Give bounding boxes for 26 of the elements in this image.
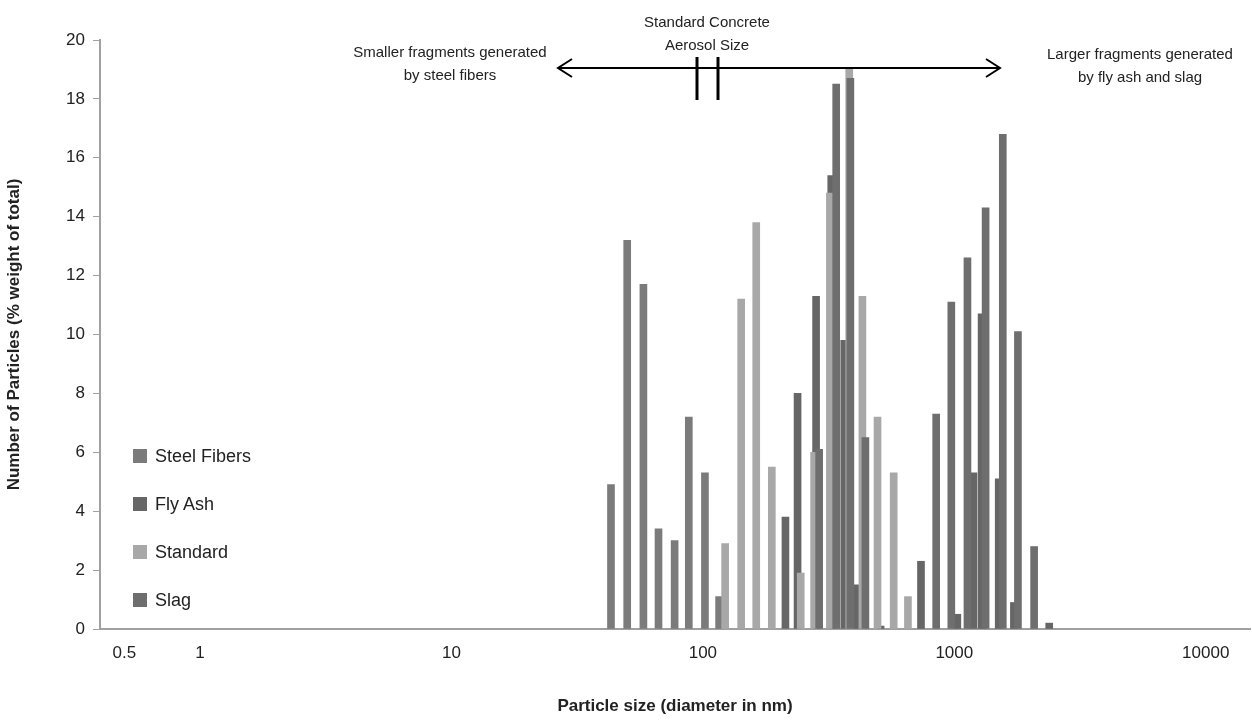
y-tick-label: 2 — [75, 559, 85, 579]
y-tick-label: 0 — [75, 618, 85, 638]
legend-label: Standard — [155, 541, 229, 563]
legend-label: Fly Ash — [155, 493, 215, 515]
y-tick-label: 10 — [66, 324, 85, 344]
x-tick-label: 10 — [442, 642, 461, 662]
annotation: Smaller fragments generated by steel fibers — [352, 42, 548, 85]
y-tick-label: 4 — [75, 500, 85, 520]
x-tick-label: 1000 — [935, 642, 974, 662]
y-tick-label: 6 — [75, 441, 85, 461]
annotation: Larger fragments generated by fly ash and slag — [1046, 44, 1234, 87]
y-axis-title: Number of Particles (% weight of total) — [3, 178, 23, 491]
y-tick-label: 20 — [66, 29, 85, 49]
x-tick-label: 1 — [195, 642, 205, 662]
y-tick-label: 8 — [75, 383, 85, 403]
x-tick-label: 100 — [688, 642, 718, 662]
annotation: Standard Concrete Aerosol Size — [643, 12, 771, 55]
y-tick-label: 12 — [66, 265, 85, 285]
y-tick-label: 18 — [66, 88, 85, 108]
legend-label: Steel Fibers — [155, 445, 252, 467]
x-axis-title: Particle size (diameter in nm) — [557, 696, 793, 716]
y-tick-label: 14 — [66, 206, 85, 226]
legend-label: Slag — [155, 589, 192, 611]
x-tick-label: 0.5 — [112, 642, 137, 662]
y-tick-label: 16 — [66, 147, 85, 167]
x-tick-label: 10000 — [1182, 642, 1230, 662]
